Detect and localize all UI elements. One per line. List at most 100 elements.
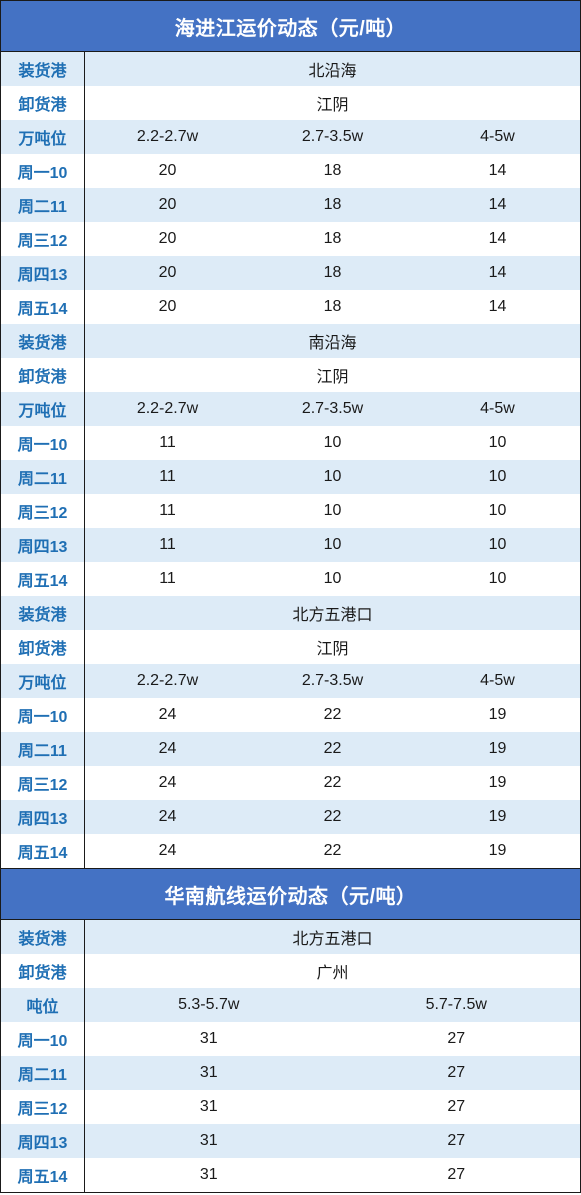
row-label: 周五14	[1, 562, 85, 596]
row-label: 装货港	[1, 324, 85, 358]
rate-cell: 10	[323, 434, 342, 451]
rate-cell: 20	[158, 264, 177, 281]
rate-cell: 10	[488, 536, 507, 553]
rate-cell: 22	[323, 808, 342, 825]
rate-cell: 27	[447, 1030, 466, 1047]
rate-cell: 31	[199, 1166, 218, 1183]
rate-cell: 24	[158, 740, 177, 757]
rate-cell: 27	[447, 1166, 466, 1183]
rate-cell: 19	[488, 808, 507, 825]
route-block: 装货港 北方五港口 卸货港 江阴 万吨位 2.2-2.7w 2.7-3.5w 4-5w 周一10…	[0, 596, 581, 869]
rate-cell: 20	[158, 230, 177, 247]
rate-cell: 24	[158, 706, 177, 723]
row-label: 周一10	[1, 698, 85, 732]
rate-cell: 19	[488, 740, 507, 757]
rate-cell: 31	[199, 1132, 218, 1149]
rate-cell: 19	[488, 842, 507, 859]
row-label: 万吨位	[1, 120, 85, 154]
day-row: 周二11 20 18 14	[1, 188, 580, 222]
rate-cell: 31	[199, 1098, 218, 1115]
rate-cell: 22	[323, 842, 342, 859]
load-port-row: 装货港 北沿海	[1, 52, 580, 86]
rate-cell: 10	[323, 536, 342, 553]
rate-cell: 2.2-2.7w	[136, 128, 199, 145]
rate-cell: 10	[323, 570, 342, 587]
day-row: 周五14 20 18 14	[1, 290, 580, 324]
rate-cell: 5.7-7.5w	[425, 996, 487, 1013]
day-row: 周二11 24 22 19	[1, 732, 580, 766]
rate-cell: 18	[323, 196, 342, 213]
rate-cell: 31	[199, 1030, 218, 1047]
rate-cell: 4-5w	[480, 128, 515, 145]
row-label: 装货港	[1, 52, 85, 86]
row-label: 卸货港	[1, 630, 85, 664]
port-name: 北方五港口	[292, 931, 373, 948]
row-label: 周五14	[1, 1158, 85, 1192]
row-label: 周三12	[1, 1090, 85, 1124]
rate-cell: 10	[488, 502, 507, 519]
rate-cell: 18	[323, 298, 342, 315]
rate-cell: 5.3-5.7w	[178, 996, 240, 1013]
rate-cell: 27	[447, 1098, 466, 1115]
rate-cell: 22	[323, 706, 342, 723]
rate-cell: 19	[488, 706, 507, 723]
rate-cell: 2.7-3.5w	[301, 128, 364, 145]
rate-cell: 14	[488, 230, 507, 247]
day-row: 周一10 11 10 10	[1, 426, 580, 460]
day-row: 周四13 24 22 19	[1, 800, 580, 834]
rate-cell: 20	[158, 196, 177, 213]
row-label: 周五14	[1, 834, 85, 868]
row-label: 万吨位	[1, 664, 85, 698]
load-port-row: 装货港 南沿海	[1, 324, 580, 358]
row-label: 周一10	[1, 1022, 85, 1056]
rate-cell: 10	[488, 434, 507, 451]
rate-cell: 4-5w	[480, 400, 515, 417]
section1-title: 海进江运价动态（元/吨）	[0, 0, 581, 52]
day-row: 周四13 31 27	[1, 1124, 580, 1158]
unload-port-row: 卸货港 江阴	[1, 86, 580, 120]
rate-cell: 11	[159, 434, 176, 451]
rate-cell: 2.2-2.7w	[136, 400, 199, 417]
tonnage-row: 吨位 5.3-5.7w 5.7-7.5w	[1, 988, 580, 1022]
day-row: 周二11 11 10 10	[1, 460, 580, 494]
rate-cell: 4-5w	[480, 672, 515, 689]
day-row: 周四13 11 10 10	[1, 528, 580, 562]
rate-cell: 22	[323, 740, 342, 757]
row-label: 卸货港	[1, 358, 85, 392]
rate-cell: 18	[323, 264, 342, 281]
route-block: 装货港 北方五港口 卸货港 广州 吨位 5.3-5.7w 5.7-7.5w 周一10 31 27 周…	[0, 920, 581, 1193]
row-label: 周三12	[1, 766, 85, 800]
rate-cell: 18	[323, 230, 342, 247]
rate-cell: 24	[158, 842, 177, 859]
day-row: 周三12 11 10 10	[1, 494, 580, 528]
day-row: 周二11 31 27	[1, 1056, 580, 1090]
load-port-row: 装货港 北方五港口	[1, 596, 580, 630]
unload-port-row: 卸货港 江阴	[1, 630, 580, 664]
row-label: 周三12	[1, 494, 85, 528]
row-label: 周二11	[1, 188, 85, 222]
rate-cell: 11	[159, 570, 176, 587]
rate-cell: 24	[158, 808, 177, 825]
row-label: 周一10	[1, 154, 85, 188]
rate-cell: 2.7-3.5w	[301, 400, 364, 417]
row-label: 万吨位	[1, 392, 85, 426]
day-row: 周三12 31 27	[1, 1090, 580, 1124]
unload-port-row: 卸货港 江阴	[1, 358, 580, 392]
day-row: 周一10 20 18 14	[1, 154, 580, 188]
rate-cell: 2.2-2.7w	[136, 672, 199, 689]
section2-title: 华南航线运价动态（元/吨）	[0, 868, 581, 920]
port-name: 江阴	[316, 641, 349, 658]
rate-cell: 10	[323, 468, 342, 485]
tonnage-row: 万吨位 2.2-2.7w 2.7-3.5w 4-5w	[1, 664, 580, 698]
day-row: 周三12 24 22 19	[1, 766, 580, 800]
tonnage-row: 万吨位 2.2-2.7w 2.7-3.5w 4-5w	[1, 120, 580, 154]
rate-cell: 10	[323, 502, 342, 519]
rate-cell: 27	[447, 1132, 466, 1149]
row-label: 周四13	[1, 800, 85, 834]
rate-cell: 19	[488, 774, 507, 791]
row-label: 装货港	[1, 920, 85, 954]
rate-cell: 11	[159, 502, 176, 519]
rate-cell: 10	[488, 468, 507, 485]
port-name: 北方五港口	[292, 607, 373, 624]
